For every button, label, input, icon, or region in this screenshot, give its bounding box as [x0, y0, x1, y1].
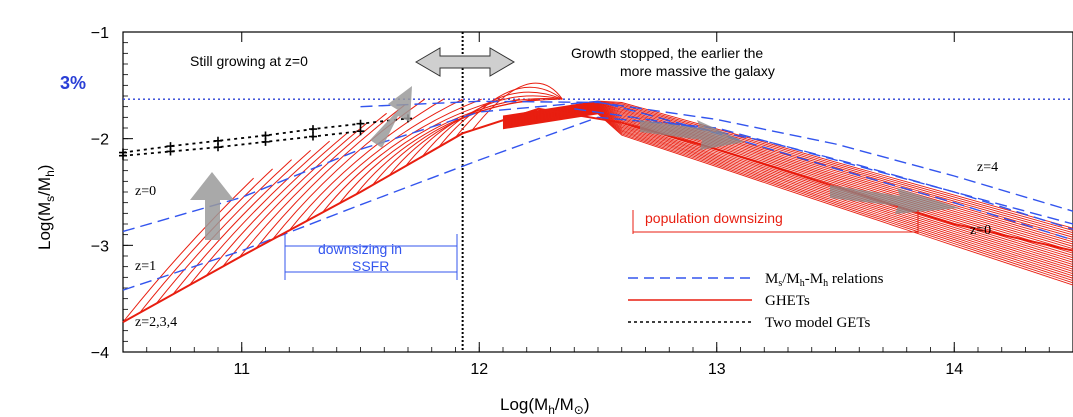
- x-tick-label: 11: [233, 361, 250, 378]
- get-marker: [214, 143, 222, 152]
- y-tick-label: −4: [91, 345, 109, 362]
- ghet-decline-track: [502, 109, 1073, 270]
- growth-stopped-label-2: more massive the galaxy: [620, 63, 775, 79]
- legend-label-ghets: GHETs: [765, 293, 810, 309]
- get-marker: [166, 147, 175, 156]
- ghet-track: [172, 149, 311, 295]
- get-marker: [356, 119, 365, 128]
- get-marker: [309, 132, 317, 141]
- ghet-track: [338, 98, 501, 204]
- ghet-decline-track: [502, 113, 1073, 286]
- ghet-decline-track: [502, 103, 1073, 243]
- x-tick-label: 14: [945, 361, 963, 378]
- series-line: [574, 108, 1073, 225]
- ghet-track: [471, 82, 563, 131]
- ghet-decline-track: [502, 110, 1073, 275]
- ghet-decline-track: [502, 106, 1073, 254]
- y-tick-label: −2: [91, 132, 109, 149]
- series-line: [122, 130, 361, 157]
- z0-left-label: z=0: [135, 184, 156, 199]
- ghet-track: [205, 131, 349, 277]
- legend-label-relations: Ms/Mh-Mh relations: [765, 271, 884, 289]
- ghet-decline-track: [502, 105, 1073, 250]
- downsizing-label-2: SSFR: [352, 258, 389, 274]
- y-axis-label: Log(Ms/Mh): [35, 165, 57, 250]
- legend-label-gets: Two model GETs: [765, 315, 871, 331]
- z4-right-label: z=4: [977, 160, 998, 175]
- x-axis-label: Log(Mh/M⊙): [500, 395, 590, 417]
- ghet-track: [122, 177, 254, 323]
- ghet-track: [305, 98, 463, 222]
- growth-arrows: [190, 86, 412, 240]
- ghet-track: [322, 98, 482, 213]
- population-downsizing-label: population downsizing: [645, 210, 783, 226]
- ghet-track: [438, 91, 563, 148]
- z0-right-label: z=0: [970, 223, 991, 238]
- ghet-track: [222, 122, 368, 267]
- ghet-decline-track: [502, 104, 1073, 247]
- x-tick-label: 12: [470, 361, 488, 378]
- ghet-decline-track: [502, 103, 1073, 240]
- get-marker: [119, 151, 127, 160]
- downsizing-label-1: downsizing in: [318, 241, 402, 257]
- still-growing-label: Still growing at z=0: [190, 53, 308, 69]
- ref-line-label: 3%: [60, 73, 86, 93]
- ghet-decline-track: [502, 112, 1073, 281]
- x-tick-label: 13: [708, 361, 726, 378]
- series-line: [360, 100, 1073, 212]
- ghet-track: [189, 140, 330, 286]
- ghet-track: [139, 168, 273, 314]
- get-marker: [356, 127, 365, 136]
- ghet-decline-track: [502, 106, 1073, 256]
- ghet-track: [455, 86, 563, 138]
- z1-left-label: z=1: [135, 259, 156, 274]
- ghet-decline-track: [502, 110, 1073, 272]
- ghet-track: [238, 112, 387, 258]
- get-marker: [309, 125, 317, 134]
- legend: Ms/Mh-Mh relations GHETs Two model GETs: [628, 271, 884, 331]
- get-marker: [261, 137, 270, 146]
- ghet-decline-track: [502, 111, 1073, 277]
- downsizing-ssfr-box: downsizing in SSFR: [284, 234, 458, 280]
- ghet-track: [155, 159, 292, 304]
- ghet-decline-track: [502, 109, 1073, 268]
- ghet-decline-track: [502, 108, 1073, 263]
- ghet-decline-track: [502, 112, 1073, 284]
- double-arrow-icon: [415, 47, 515, 77]
- series-line: [122, 100, 1073, 241]
- growth-stopped-label-1: Growth stopped, the earlier the: [571, 45, 763, 61]
- z234-left-label: z=2,3,4: [135, 315, 177, 330]
- ghet-track: [255, 103, 406, 249]
- y-tick-label: −3: [91, 238, 109, 255]
- population-downsizing-box: population downsizing: [632, 210, 919, 234]
- ghet-decline-track: [502, 111, 1073, 279]
- ghet-decline-track: [502, 104, 1073, 245]
- ghet-decline-track: [502, 105, 1073, 252]
- ghet-decline-track: [502, 108, 1073, 266]
- ghet-track: [288, 98, 444, 231]
- y-tick-label: −1: [91, 25, 109, 42]
- decline-arrows: [640, 120, 960, 214]
